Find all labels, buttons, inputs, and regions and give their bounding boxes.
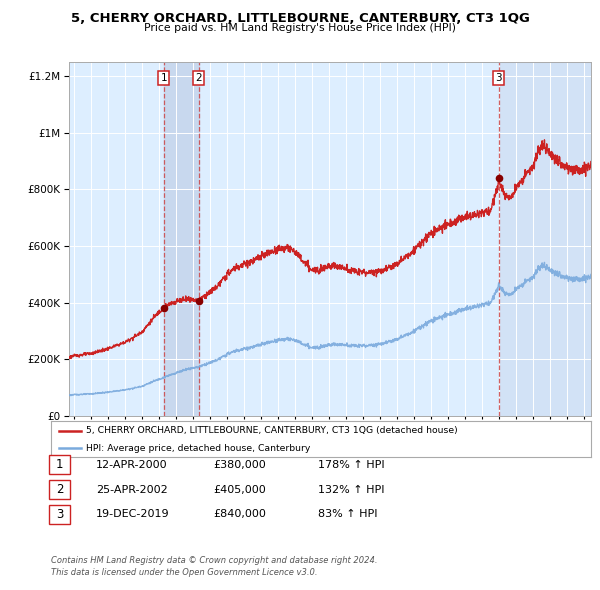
Text: 12-APR-2000: 12-APR-2000	[96, 460, 167, 470]
Text: 1: 1	[56, 458, 63, 471]
Text: 132% ↑ HPI: 132% ↑ HPI	[318, 485, 385, 494]
Text: 2: 2	[195, 73, 202, 83]
Text: 178% ↑ HPI: 178% ↑ HPI	[318, 460, 385, 470]
Text: 3: 3	[56, 508, 63, 521]
Text: 5, CHERRY ORCHARD, LITTLEBOURNE, CANTERBURY, CT3 1QG (detached house): 5, CHERRY ORCHARD, LITTLEBOURNE, CANTERB…	[86, 427, 458, 435]
Text: 19-DEC-2019: 19-DEC-2019	[96, 510, 170, 519]
Bar	[164, 62, 199, 416]
Text: 25-APR-2002: 25-APR-2002	[96, 485, 168, 494]
Text: 1: 1	[161, 73, 167, 83]
Bar	[499, 62, 591, 416]
Text: £380,000: £380,000	[213, 460, 266, 470]
Text: HPI: Average price, detached house, Canterbury: HPI: Average price, detached house, Cant…	[86, 444, 310, 453]
Text: £840,000: £840,000	[213, 510, 266, 519]
Text: Contains HM Land Registry data © Crown copyright and database right 2024.
This d: Contains HM Land Registry data © Crown c…	[51, 556, 377, 576]
Text: 2: 2	[56, 483, 63, 496]
Text: 83% ↑ HPI: 83% ↑ HPI	[318, 510, 377, 519]
Text: £405,000: £405,000	[213, 485, 266, 494]
Text: 5, CHERRY ORCHARD, LITTLEBOURNE, CANTERBURY, CT3 1QG: 5, CHERRY ORCHARD, LITTLEBOURNE, CANTERB…	[71, 12, 529, 25]
Text: 3: 3	[495, 73, 502, 83]
Text: Price paid vs. HM Land Registry's House Price Index (HPI): Price paid vs. HM Land Registry's House …	[144, 23, 456, 33]
